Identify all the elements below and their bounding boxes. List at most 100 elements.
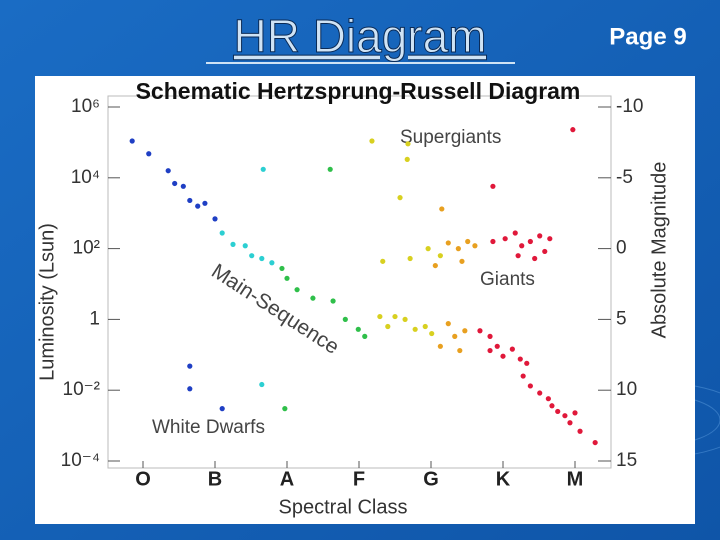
y-tick-label: 10² (73, 238, 100, 259)
star-point (310, 295, 316, 301)
star-point (462, 328, 468, 334)
star-point (537, 390, 543, 396)
y2-tick-label: 10 (616, 379, 637, 400)
star-point (542, 248, 548, 255)
star-point (187, 386, 193, 392)
star-point (422, 323, 428, 330)
star-point (545, 396, 551, 402)
star-point (477, 328, 483, 334)
x-axis-label: Spectral Class (279, 496, 408, 518)
star-point (330, 298, 336, 304)
y2-tick-label: -5 (616, 167, 633, 188)
y-axis-label: Luminosity (Lsun) (36, 223, 58, 381)
star-point (219, 406, 225, 412)
star-point (567, 420, 573, 426)
annotation: Giants (480, 269, 535, 290)
y-tick-label: 10⁶ (71, 96, 100, 117)
star-point (519, 243, 525, 249)
star-point (562, 413, 568, 419)
star-point (355, 326, 361, 332)
star-point (517, 356, 523, 362)
x-tick-label: B (208, 468, 222, 490)
y-tick-label: 10⁴ (71, 167, 100, 188)
star-point (165, 168, 171, 174)
x-tick-label: F (353, 468, 365, 490)
star-point (494, 343, 500, 349)
star-point (592, 439, 598, 446)
star-point (555, 408, 561, 415)
chart-title: Schematic Hertzsprung-Russell Diagram (136, 78, 581, 104)
y-tick-label: 10⁻⁴ (61, 450, 100, 471)
star-point (429, 330, 435, 337)
star-point (187, 363, 193, 369)
star-point (284, 275, 290, 281)
star-point (439, 206, 445, 212)
x-tick-label: K (496, 468, 511, 490)
star-point (397, 195, 403, 201)
star-point (412, 326, 418, 332)
star-point (362, 333, 368, 339)
star-point (195, 203, 201, 209)
star-point (369, 138, 375, 144)
star-point (445, 321, 451, 327)
x-tick-label: G (423, 468, 439, 490)
y2-tick-label: 5 (616, 308, 627, 329)
star-point (282, 406, 288, 412)
plot: 10⁶ 10⁴ 10² 1 10⁻² 10⁻⁴ -10 -5 0 5 10 15 O B A F G K M (61, 96, 644, 490)
star-point (509, 346, 515, 352)
star-point (260, 166, 266, 172)
star-point (524, 360, 530, 366)
star-point (405, 141, 411, 147)
star-point (465, 238, 471, 245)
star-point (445, 240, 451, 246)
star-point (457, 347, 463, 354)
star-point (520, 373, 526, 379)
star-point (377, 313, 383, 320)
x-tick-label: A (280, 468, 294, 490)
star-point (512, 230, 518, 236)
star-point (219, 230, 225, 236)
star-point (259, 255, 265, 262)
star-point (437, 343, 443, 349)
star-point (187, 197, 193, 204)
star-point (459, 258, 465, 264)
star-point (212, 216, 218, 222)
page-number: Page 9 (609, 23, 686, 50)
star-point (547, 236, 553, 242)
star-point (455, 246, 461, 252)
y2-axis-label: Absolute Magnitude (648, 162, 670, 339)
x-tick-label: O (135, 468, 151, 490)
star-point (527, 238, 533, 245)
y2-tick-label: 15 (616, 450, 637, 471)
star-point (487, 333, 493, 339)
star-point (380, 258, 386, 264)
star-point (279, 265, 285, 272)
chart-panel (35, 76, 695, 524)
star-point (407, 255, 413, 262)
star-point (500, 353, 506, 359)
star-point (249, 253, 255, 259)
star-point (437, 253, 443, 259)
star-point (129, 138, 135, 144)
star-point (230, 241, 236, 247)
star-point (452, 333, 458, 339)
star-point (572, 410, 578, 416)
star-point (432, 262, 438, 269)
y2-tick-label: -10 (616, 96, 643, 117)
star-point (402, 316, 408, 322)
star-point (549, 403, 555, 409)
x-tick-label: M (567, 468, 584, 490)
star-point (537, 233, 543, 239)
y-tick-label: 1 (89, 308, 100, 329)
star-point (146, 151, 152, 157)
annotation: White Dwarfs (152, 417, 265, 438)
star-point (294, 287, 300, 293)
star-point (259, 381, 265, 388)
star-point (180, 183, 186, 189)
star-point (342, 316, 348, 322)
star-point (515, 253, 521, 259)
star-point (242, 243, 248, 249)
star-point (404, 156, 410, 162)
